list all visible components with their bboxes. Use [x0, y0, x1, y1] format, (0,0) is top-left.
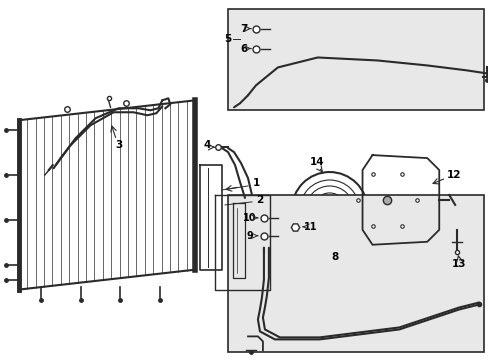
Text: 7: 7 — [240, 24, 247, 33]
Text: 2: 2 — [256, 195, 263, 205]
Text: 1: 1 — [252, 178, 259, 188]
Text: 5: 5 — [224, 33, 231, 44]
Text: 8: 8 — [330, 252, 338, 262]
Text: 13: 13 — [451, 259, 466, 269]
Text: 6: 6 — [240, 44, 247, 54]
Circle shape — [323, 204, 335, 216]
Circle shape — [291, 172, 367, 248]
Text: 10: 10 — [243, 213, 256, 223]
Text: 12: 12 — [446, 170, 461, 180]
Bar — [227, 195, 483, 352]
Bar — [227, 9, 483, 110]
Text: 3: 3 — [115, 140, 122, 150]
Text: 4: 4 — [203, 140, 210, 150]
Text: 11: 11 — [304, 222, 317, 232]
Text: 14: 14 — [309, 157, 324, 167]
Text: 9: 9 — [246, 231, 253, 241]
